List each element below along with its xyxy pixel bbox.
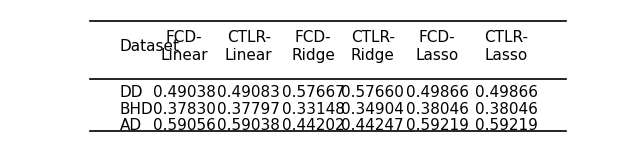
Text: 0.37830: 0.37830 (153, 102, 216, 117)
Text: DD: DD (120, 85, 143, 100)
Text: CTLR-
Lasso: CTLR- Lasso (484, 30, 529, 63)
Text: 0.38046: 0.38046 (475, 102, 538, 117)
Text: 0.57667: 0.57667 (282, 85, 344, 100)
Text: FCD-
Lasso: FCD- Lasso (415, 30, 459, 63)
Text: FCD-
Linear: FCD- Linear (161, 30, 208, 63)
Text: CTLR-
Ridge: CTLR- Ridge (351, 30, 395, 63)
Text: 0.59056: 0.59056 (153, 118, 216, 133)
Text: 0.49866: 0.49866 (475, 85, 538, 100)
Text: 0.57660: 0.57660 (341, 85, 404, 100)
Text: 0.59219: 0.59219 (406, 118, 468, 133)
Text: 0.37797: 0.37797 (217, 102, 280, 117)
Text: FCD-
Ridge: FCD- Ridge (291, 30, 335, 63)
Text: 0.38046: 0.38046 (406, 102, 468, 117)
Text: 0.34904: 0.34904 (341, 102, 404, 117)
Text: 0.44202: 0.44202 (282, 118, 344, 133)
Text: CTLR-
Linear: CTLR- Linear (225, 30, 273, 63)
Text: 0.59219: 0.59219 (475, 118, 538, 133)
Text: BHD: BHD (120, 102, 154, 117)
Text: 0.33148: 0.33148 (282, 102, 344, 117)
Text: 0.44247: 0.44247 (341, 118, 404, 133)
Text: 0.59038: 0.59038 (217, 118, 280, 133)
Text: Dataset: Dataset (120, 39, 180, 54)
Text: 0.49866: 0.49866 (406, 85, 468, 100)
Text: 0.49083: 0.49083 (217, 85, 280, 100)
Text: 0.49038: 0.49038 (153, 85, 216, 100)
Text: AD: AD (120, 118, 142, 133)
